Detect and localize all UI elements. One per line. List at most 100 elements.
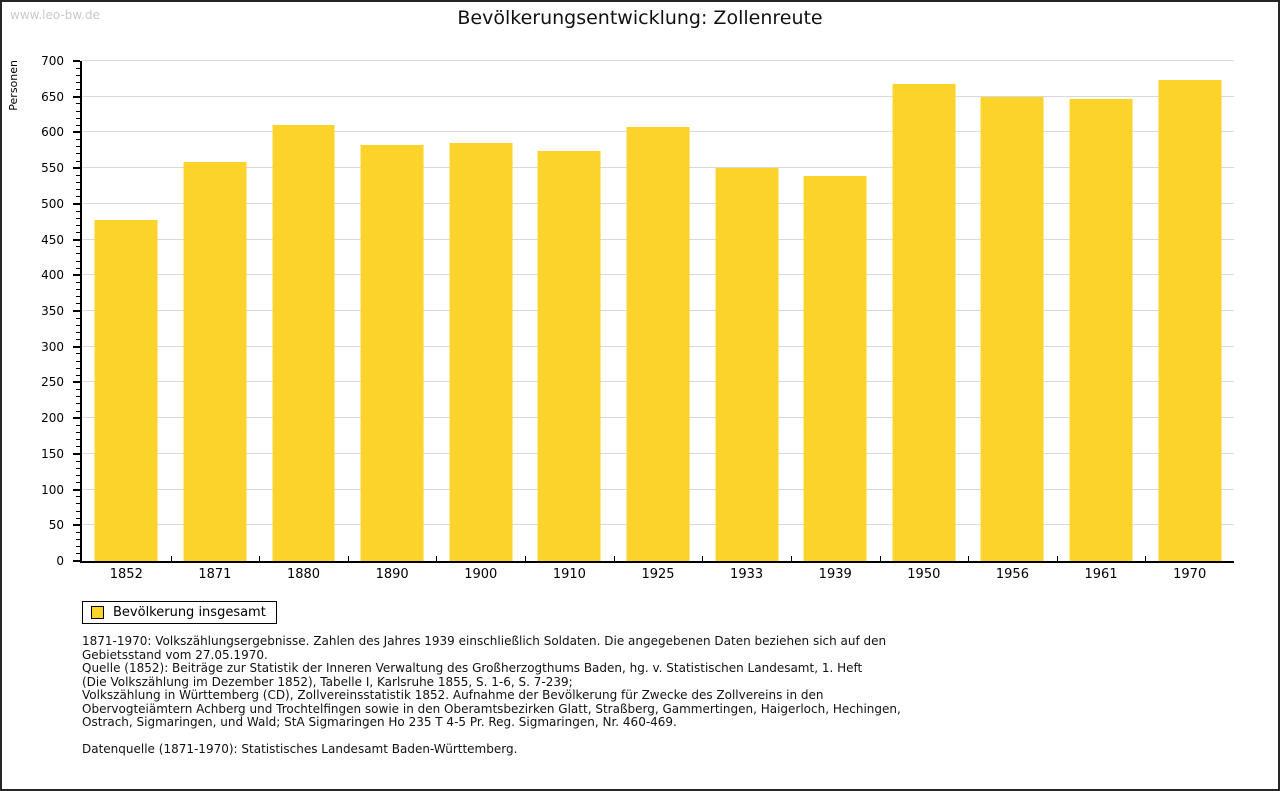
y-tick-label: 150 xyxy=(41,446,64,461)
y-major-tick xyxy=(73,238,80,241)
bar-1970 xyxy=(1158,80,1222,561)
y-tick-label: 450 xyxy=(41,232,64,247)
bar-slot xyxy=(171,61,260,561)
bar-1933 xyxy=(715,168,779,561)
x-tick-label: 1852 xyxy=(109,567,143,582)
x-boundary-tick xyxy=(259,556,261,561)
bar-1950 xyxy=(892,83,956,561)
bar-1956 xyxy=(980,97,1044,561)
y-minor-tick xyxy=(76,331,80,333)
x-boundary-tick xyxy=(525,556,527,561)
y-minor-tick xyxy=(76,431,80,433)
datasource-line: Datenquelle (1871-1970): Statistisches L… xyxy=(82,741,518,756)
x-boundary-tick xyxy=(702,556,704,561)
x-boundary-tick xyxy=(968,556,970,561)
y-major-tick xyxy=(73,202,80,205)
bar-1880 xyxy=(272,124,335,561)
y-minor-tick xyxy=(76,460,80,462)
y-major-tick xyxy=(73,60,80,62)
x-tick-label: 1880 xyxy=(286,567,321,582)
y-minor-tick xyxy=(76,367,80,369)
y-minor-tick xyxy=(76,146,80,148)
x-tick-label: 1956 xyxy=(995,567,1029,582)
y-minor-tick xyxy=(76,510,80,512)
y-minor-tick xyxy=(76,517,80,519)
footnote-line: 1871-1970: Volkszählungsergebnisse. Zahl… xyxy=(82,634,887,648)
y-minor-tick xyxy=(76,231,80,233)
legend-label: Bevölkerung insgesamt xyxy=(113,605,266,620)
y-minor-tick xyxy=(76,124,80,126)
y-tick-label: 50 xyxy=(48,518,64,533)
y-minor-tick xyxy=(76,260,80,262)
y-major-tick xyxy=(73,274,80,277)
bar-slot xyxy=(259,61,348,561)
bar-slot xyxy=(880,61,969,561)
gridline xyxy=(82,95,1234,97)
gridline xyxy=(82,60,1234,61)
y-minor-tick xyxy=(76,196,80,198)
y-minor-tick xyxy=(76,210,80,212)
y-minor-tick xyxy=(76,281,80,283)
y-tick-label: 500 xyxy=(41,196,64,211)
x-tick-label: 1925 xyxy=(641,567,675,582)
watermark: www.leo-bw.de xyxy=(10,8,100,22)
y-minor-tick xyxy=(76,446,80,448)
y-minor-tick xyxy=(76,81,80,83)
bar-1961 xyxy=(1069,98,1133,561)
y-minor-tick xyxy=(76,374,80,376)
y-minor-tick xyxy=(76,481,80,483)
y-minor-tick xyxy=(76,546,80,548)
y-major-tick xyxy=(73,167,80,170)
y-tick-label: 650 xyxy=(41,89,64,104)
y-minor-tick xyxy=(76,496,80,498)
x-boundary-tick xyxy=(790,556,792,561)
bar-slot xyxy=(968,61,1057,561)
y-tick-label: 600 xyxy=(41,125,64,140)
x-tick-label: 1900 xyxy=(464,567,498,582)
y-minor-tick xyxy=(76,439,80,441)
y-minor-tick xyxy=(76,289,80,291)
y-minor-tick xyxy=(76,253,80,255)
y-minor-tick xyxy=(76,303,80,305)
y-minor-tick xyxy=(76,153,80,155)
x-boundary-tick xyxy=(1145,556,1147,561)
bar-1871 xyxy=(183,162,247,561)
y-minor-tick xyxy=(76,110,80,112)
x-boundary-tick xyxy=(879,556,881,561)
y-major-tick xyxy=(73,452,80,455)
y-tick-label: 700 xyxy=(41,54,64,68)
y-axis-ticks xyxy=(66,60,80,562)
footnote-line: Ostrach, Sigmaringen, und Wald; StA Sigm… xyxy=(82,715,677,729)
bar-slot xyxy=(614,61,703,561)
bar-1852 xyxy=(94,219,158,561)
y-tick-label: 250 xyxy=(41,375,64,390)
y-minor-tick xyxy=(76,410,80,412)
y-minor-tick xyxy=(76,189,80,191)
y-major-tick xyxy=(73,560,80,562)
x-boundary-tick xyxy=(170,556,172,561)
x-tick-label: 1939 xyxy=(818,567,852,582)
footnote-line: Quelle (1852): Beiträge zur Statistik de… xyxy=(82,661,863,675)
y-minor-tick xyxy=(76,67,80,69)
y-minor-tick xyxy=(76,389,80,391)
y-minor-tick xyxy=(76,267,80,269)
y-minor-tick xyxy=(76,74,80,76)
y-minor-tick xyxy=(76,246,80,248)
y-major-tick xyxy=(73,524,80,527)
bar-1925 xyxy=(626,126,690,561)
y-minor-tick xyxy=(76,503,80,505)
y-minor-tick xyxy=(76,360,80,362)
x-tick-label: 1933 xyxy=(730,567,764,582)
x-boundary-tick xyxy=(1056,556,1058,561)
footnote-line: Gebietsstand vom 27.05.1970. xyxy=(82,647,268,662)
y-minor-tick xyxy=(76,139,80,141)
y-major-tick xyxy=(73,310,80,312)
y-minor-tick xyxy=(76,339,80,341)
y-minor-tick xyxy=(76,160,80,162)
footnotes: 1871-1970: Volkszählungsergebnisse. Zahl… xyxy=(82,634,1232,756)
y-major-tick xyxy=(73,345,80,348)
x-tick-label: 1950 xyxy=(907,567,941,582)
bar-slot xyxy=(348,61,437,561)
bar-slot xyxy=(525,61,614,561)
